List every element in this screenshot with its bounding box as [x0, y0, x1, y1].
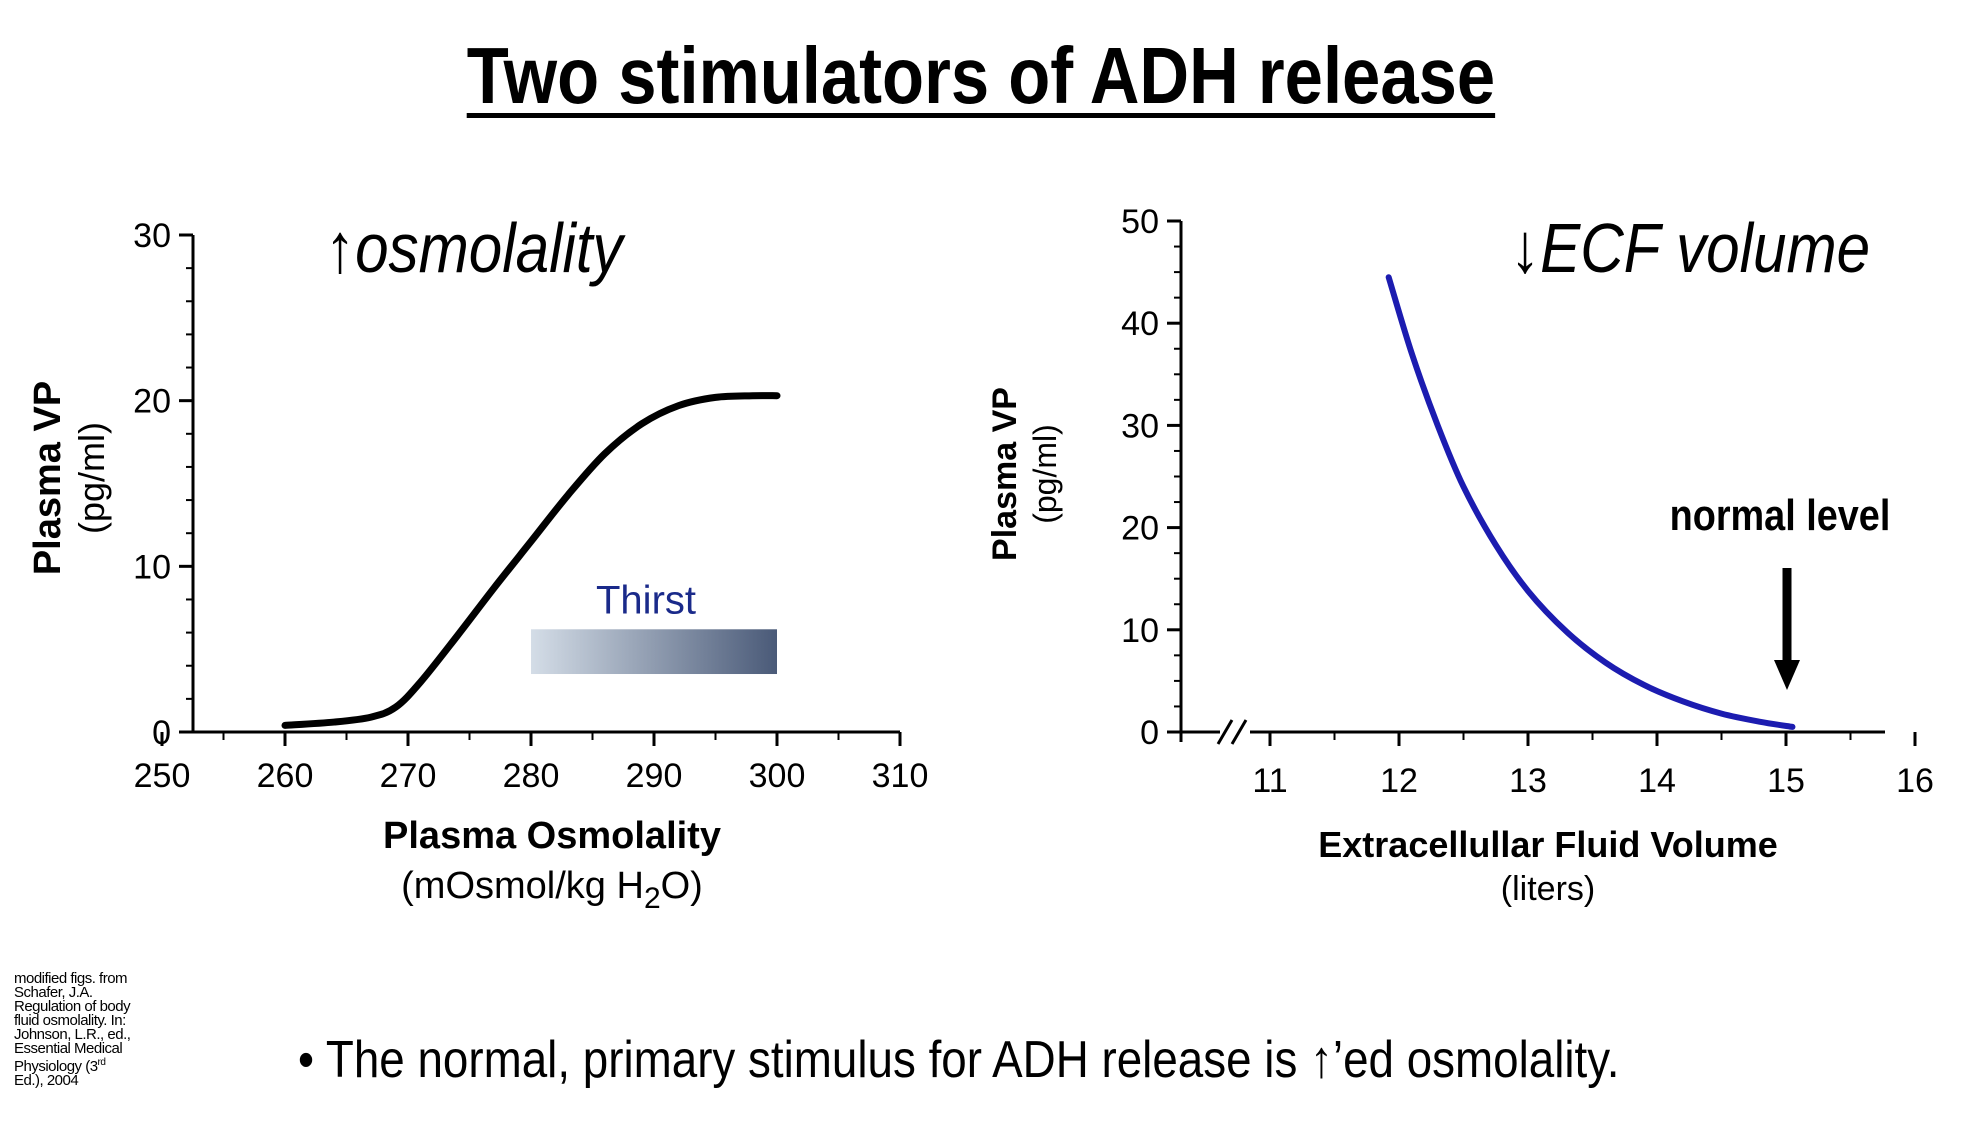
- vp-osmolality-curve: [281, 392, 781, 729]
- y-tick-label: 20: [1121, 510, 1159, 548]
- y-tick-label: 0: [152, 714, 171, 752]
- normal-level-label: normal level: [1670, 490, 1891, 539]
- x-tick-label: 260: [257, 757, 314, 795]
- x-tick-label: 280: [503, 757, 560, 795]
- chart-annotation-title: ↓ECF volume: [1510, 209, 1870, 287]
- x-tick-label: 290: [626, 757, 683, 795]
- x-axis-units: (mOsmol/kg H2O): [401, 865, 703, 915]
- y-axis-units: (pg/ml): [1027, 424, 1063, 524]
- x-tick-label: 270: [380, 757, 437, 795]
- x-tick-label: 13: [1509, 762, 1547, 800]
- normal-level-arrow: [1774, 568, 1800, 690]
- thirst-band: [531, 629, 777, 675]
- axis-break-mark: [1230, 719, 1248, 745]
- y-tick-label: 10: [133, 548, 171, 586]
- figure-credit: modified figs. from Schafer, J.A. Regula…: [14, 970, 131, 1089]
- y-tick-label: 30: [133, 217, 171, 255]
- arrow-head: [1774, 660, 1800, 690]
- y-tick-label: 50: [1121, 203, 1159, 241]
- thirst-label: Thirst: [596, 578, 696, 622]
- y-axis-label: Plasma VP: [27, 381, 69, 575]
- x-tick-label: 12: [1380, 762, 1418, 800]
- y-tick-label: 40: [1121, 305, 1159, 343]
- axis-break-mark: [1216, 719, 1234, 745]
- y-tick-label: 20: [133, 383, 171, 421]
- y-tick-label: 0: [1140, 714, 1159, 752]
- chart-annotation-title: ↑osmolality: [325, 209, 626, 287]
- y-tick-label: 10: [1121, 612, 1159, 650]
- x-axis-label: Extracellullar Fluid Volume: [1318, 824, 1777, 865]
- x-tick-label: 15: [1767, 762, 1805, 800]
- x-tick-label: 300: [749, 757, 806, 795]
- y-axis-label: Plasma VP: [986, 387, 1024, 561]
- y-tick-label: 30: [1121, 407, 1159, 445]
- x-tick-label: 14: [1638, 762, 1676, 800]
- x-axis-label: Plasma Osmolality: [383, 815, 721, 857]
- bullet-statement: • The normal, primary stimulus for ADH r…: [298, 1031, 1620, 1089]
- x-axis-units: (liters): [1501, 870, 1595, 908]
- osmolality-chart: ↑osmolality 250 260 270 280 290 300 310 0 10 20 30…: [27, 209, 929, 915]
- x-tick-label: 16: [1896, 762, 1934, 800]
- ecf-volume-chart: ↓ECF volume 11 12 13 14 15 16 0 10 20 30 40 50 norm…: [986, 203, 1934, 908]
- x-tick-label: 310: [872, 757, 929, 795]
- y-axis-units: (pg/ml): [71, 422, 112, 534]
- x-tick-label: 11: [1252, 762, 1287, 800]
- x-tick-label: 250: [134, 757, 191, 795]
- slide-title: Two stimulators of ADH release: [466, 31, 1496, 120]
- vp-volume-curve: [1385, 274, 1796, 730]
